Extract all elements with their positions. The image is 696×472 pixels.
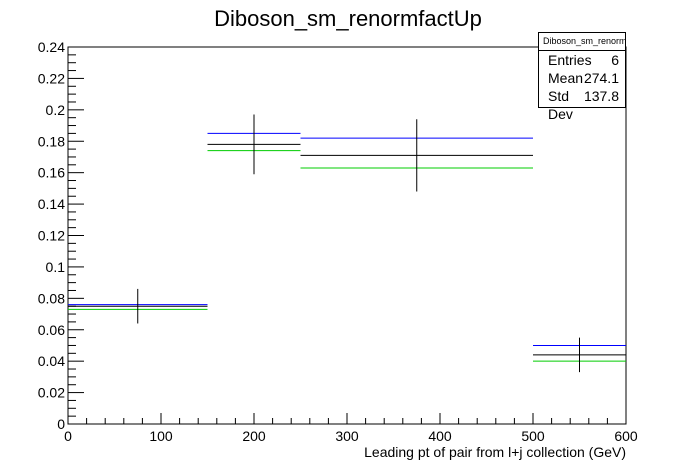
y-tick-label: 0.16 [38, 165, 65, 181]
y-tick-label: 0.1 [46, 259, 66, 275]
stats-row-mean: Mean 274.1 [539, 69, 625, 87]
y-tick-label: 0 [57, 416, 65, 432]
y-tick-label: 0.14 [38, 196, 65, 212]
x-tick-label: 200 [242, 428, 266, 444]
stats-label: Std Dev [548, 88, 573, 122]
y-tick-label: 0.18 [38, 133, 65, 149]
x-tick-label: 300 [335, 428, 359, 444]
x-tick-label: 600 [614, 428, 638, 444]
stats-label: Mean [548, 70, 584, 86]
y-tick-label: 0.08 [38, 290, 65, 306]
y-tick-label: 0.02 [38, 385, 65, 401]
stats-box-title: Diboson_sm_renormfactUp [539, 33, 625, 51]
stats-value: 137.8 [583, 88, 619, 104]
y-tick-label: 0.06 [38, 322, 65, 338]
stats-label: Entries [548, 52, 592, 68]
stats-box: Diboson_sm_renormfactUp Entries 6 Mean 2… [538, 32, 626, 122]
x-tick-label: 100 [149, 428, 173, 444]
x-tick-label: 0 [64, 428, 72, 444]
y-tick-label: 0.24 [38, 39, 65, 55]
stats-row-entries: Entries 6 [539, 51, 625, 69]
x-axis-label: Leading pt of pair from l+j collection (… [364, 444, 626, 460]
x-tick-label: 400 [428, 428, 452, 444]
y-tick-label: 0.22 [38, 70, 65, 86]
chart-title: Diboson_sm_renormfactUp [214, 6, 482, 31]
y-tick-label: 0.12 [38, 228, 65, 244]
stats-value: 6 [611, 52, 619, 68]
x-tick-label: 500 [521, 428, 545, 444]
y-tick-label: 0.04 [38, 353, 65, 369]
y-tick-label: 0.2 [46, 102, 66, 118]
stats-row-stddev: Std Dev 137.8 [539, 87, 625, 123]
stats-value: 274.1 [583, 70, 619, 86]
